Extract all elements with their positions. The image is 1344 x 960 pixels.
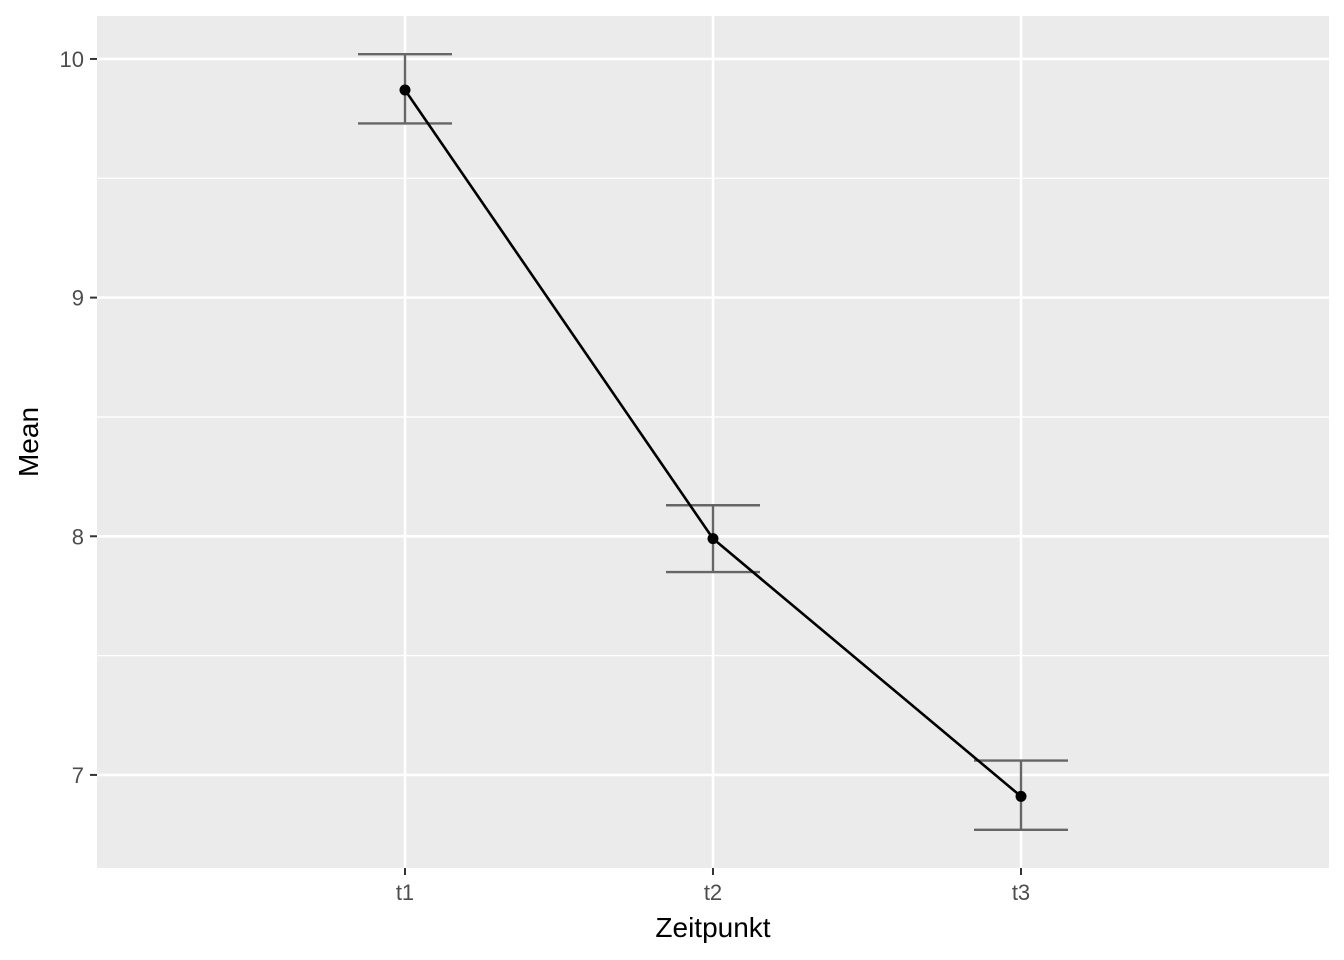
y-tick-label: 10 [60, 47, 84, 72]
data-point [707, 533, 719, 545]
y-tick-label: 9 [72, 286, 84, 311]
x-axis-title: Zeitpunkt [655, 912, 770, 943]
x-tick-label: t1 [396, 880, 414, 905]
x-tick-label: t2 [704, 880, 722, 905]
grid-major [97, 16, 1329, 868]
y-axis-title: Mean [13, 407, 44, 477]
x-tick-label: t3 [1012, 880, 1030, 905]
y-axis-ticks: 7 8 9 10 [60, 47, 97, 788]
x-axis-ticks: t1 t2 t3 [396, 868, 1030, 905]
data-point [399, 84, 411, 96]
y-tick-label: 7 [72, 763, 84, 788]
y-tick-label: 8 [72, 524, 84, 549]
data-point [1015, 790, 1027, 802]
data-points [399, 84, 1027, 802]
